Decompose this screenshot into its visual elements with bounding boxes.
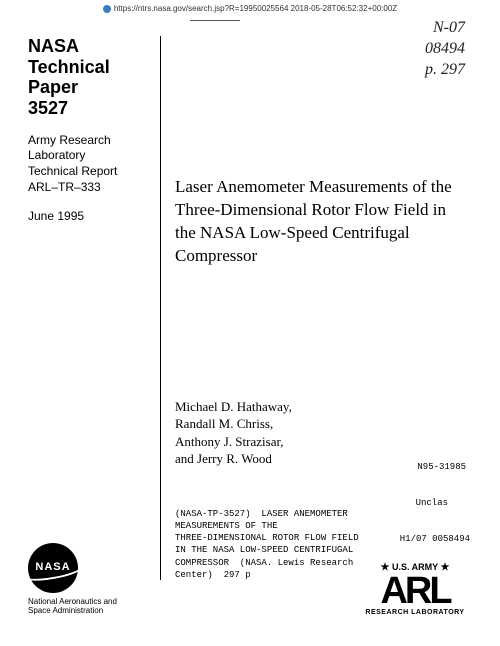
series-title: NASA Technical Paper 3527: [28, 36, 150, 119]
handwritten-line-1: N-07: [425, 18, 465, 39]
top-divider-mark: [190, 20, 240, 21]
nasa-caption-line-1: National Aeronautics and: [28, 597, 117, 606]
author-1: Michael D. Hathaway,: [175, 399, 292, 414]
nasa-logo-text: NASA: [28, 561, 78, 573]
url-text: https://ntrs.nasa.gov/search.jsp?R=19950…: [114, 4, 397, 13]
lab-line-1: Army Research: [28, 133, 111, 147]
arl-letters: ARL: [360, 575, 470, 607]
series-number: 3527: [28, 98, 68, 118]
lab-report-info: Army Research Laboratory Technical Repor…: [28, 133, 150, 195]
lab-line-4: ARL–TR–333: [28, 180, 101, 194]
source-url-bar: https://ntrs.nasa.gov/search.jsp?R=19950…: [0, 4, 500, 13]
author-4: and Jerry R. Wood: [175, 451, 272, 466]
arl-logo-block: ★ U.S. ARMY ★ ARL RESEARCH LABORATORY: [360, 562, 470, 616]
main-column: Laser Anemometer Measurements of the Thr…: [175, 176, 465, 581]
classification-label: Unclas: [416, 498, 448, 508]
nasa-meatball-icon: NASA: [28, 543, 78, 593]
series-org: NASA: [28, 36, 79, 56]
paper-title: Laser Anemometer Measurements of the Thr…: [175, 176, 465, 268]
lab-line-3: Technical Report: [28, 164, 117, 178]
series-type-1: Technical: [28, 57, 110, 77]
globe-icon: [103, 5, 111, 13]
author-2: Randall M. Chriss,: [175, 416, 273, 431]
handwritten-annotations: N-07 08494 p. 297: [425, 18, 465, 80]
author-3: Anthony J. Strazisar,: [175, 434, 284, 449]
nasa-caption-line-2: Space Administration: [28, 606, 103, 615]
accession-number: N95-31985: [417, 462, 466, 472]
lab-line-2: Laboratory: [28, 148, 85, 162]
handwritten-line-3: p. 297: [425, 60, 465, 81]
left-column: NASA Technical Paper 3527 Army Research …: [28, 36, 150, 223]
vertical-divider: [160, 36, 161, 580]
nasa-logo-block: NASA National Aeronautics and Space Admi…: [28, 543, 138, 616]
catalog-code: H1/07 0058494: [400, 534, 470, 544]
author-list: Michael D. Hathaway, Randall M. Chriss, …: [175, 398, 465, 468]
nasa-caption: National Aeronautics and Space Administr…: [28, 597, 138, 616]
series-type-2: Paper: [28, 77, 78, 97]
handwritten-line-2: 08494: [425, 39, 465, 60]
publication-date: June 1995: [28, 209, 150, 223]
